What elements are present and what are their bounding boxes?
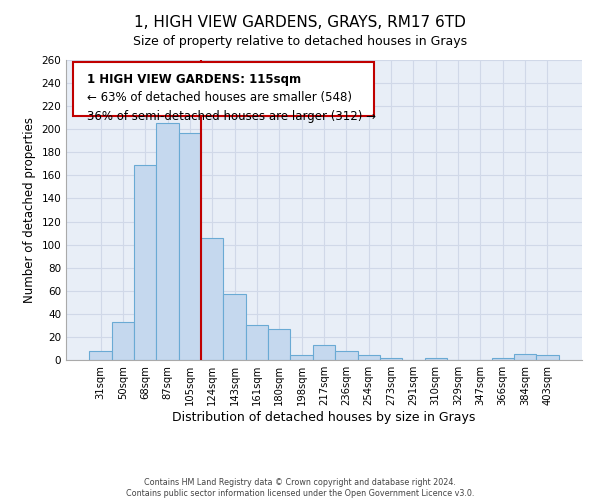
Bar <box>514 354 536 360</box>
Bar <box>201 238 223 360</box>
Text: 1 HIGH VIEW GARDENS: 115sqm
← 63% of detached houses are smaller (548)
36% of se: 1 HIGH VIEW GARDENS: 115sqm ← 63% of det… <box>79 68 368 110</box>
Text: Size of property relative to detached houses in Grays: Size of property relative to detached ho… <box>133 35 467 48</box>
Bar <box>313 345 335 360</box>
Bar <box>425 358 447 360</box>
Bar <box>223 294 246 360</box>
Y-axis label: Number of detached properties: Number of detached properties <box>23 117 36 303</box>
Bar <box>536 356 559 360</box>
Bar <box>246 326 268 360</box>
Bar <box>358 356 380 360</box>
Bar <box>112 322 134 360</box>
Text: 36% of semi-detached houses are larger (312) →: 36% of semi-detached houses are larger (… <box>86 110 376 123</box>
Bar <box>268 329 290 360</box>
Bar <box>290 356 313 360</box>
Bar <box>179 132 201 360</box>
Bar <box>491 358 514 360</box>
Text: Contains HM Land Registry data © Crown copyright and database right 2024.
Contai: Contains HM Land Registry data © Crown c… <box>126 478 474 498</box>
Bar <box>380 358 402 360</box>
Text: 1 HIGH VIEW GARDENS: 115sqm: 1 HIGH VIEW GARDENS: 115sqm <box>86 73 301 86</box>
X-axis label: Distribution of detached houses by size in Grays: Distribution of detached houses by size … <box>172 411 476 424</box>
Text: ← 63% of detached houses are smaller (548): ← 63% of detached houses are smaller (54… <box>86 92 352 104</box>
Bar <box>89 351 112 360</box>
Bar <box>134 165 157 360</box>
Text: 1, HIGH VIEW GARDENS, GRAYS, RM17 6TD: 1, HIGH VIEW GARDENS, GRAYS, RM17 6TD <box>134 15 466 30</box>
Bar <box>335 351 358 360</box>
Bar <box>157 124 179 360</box>
